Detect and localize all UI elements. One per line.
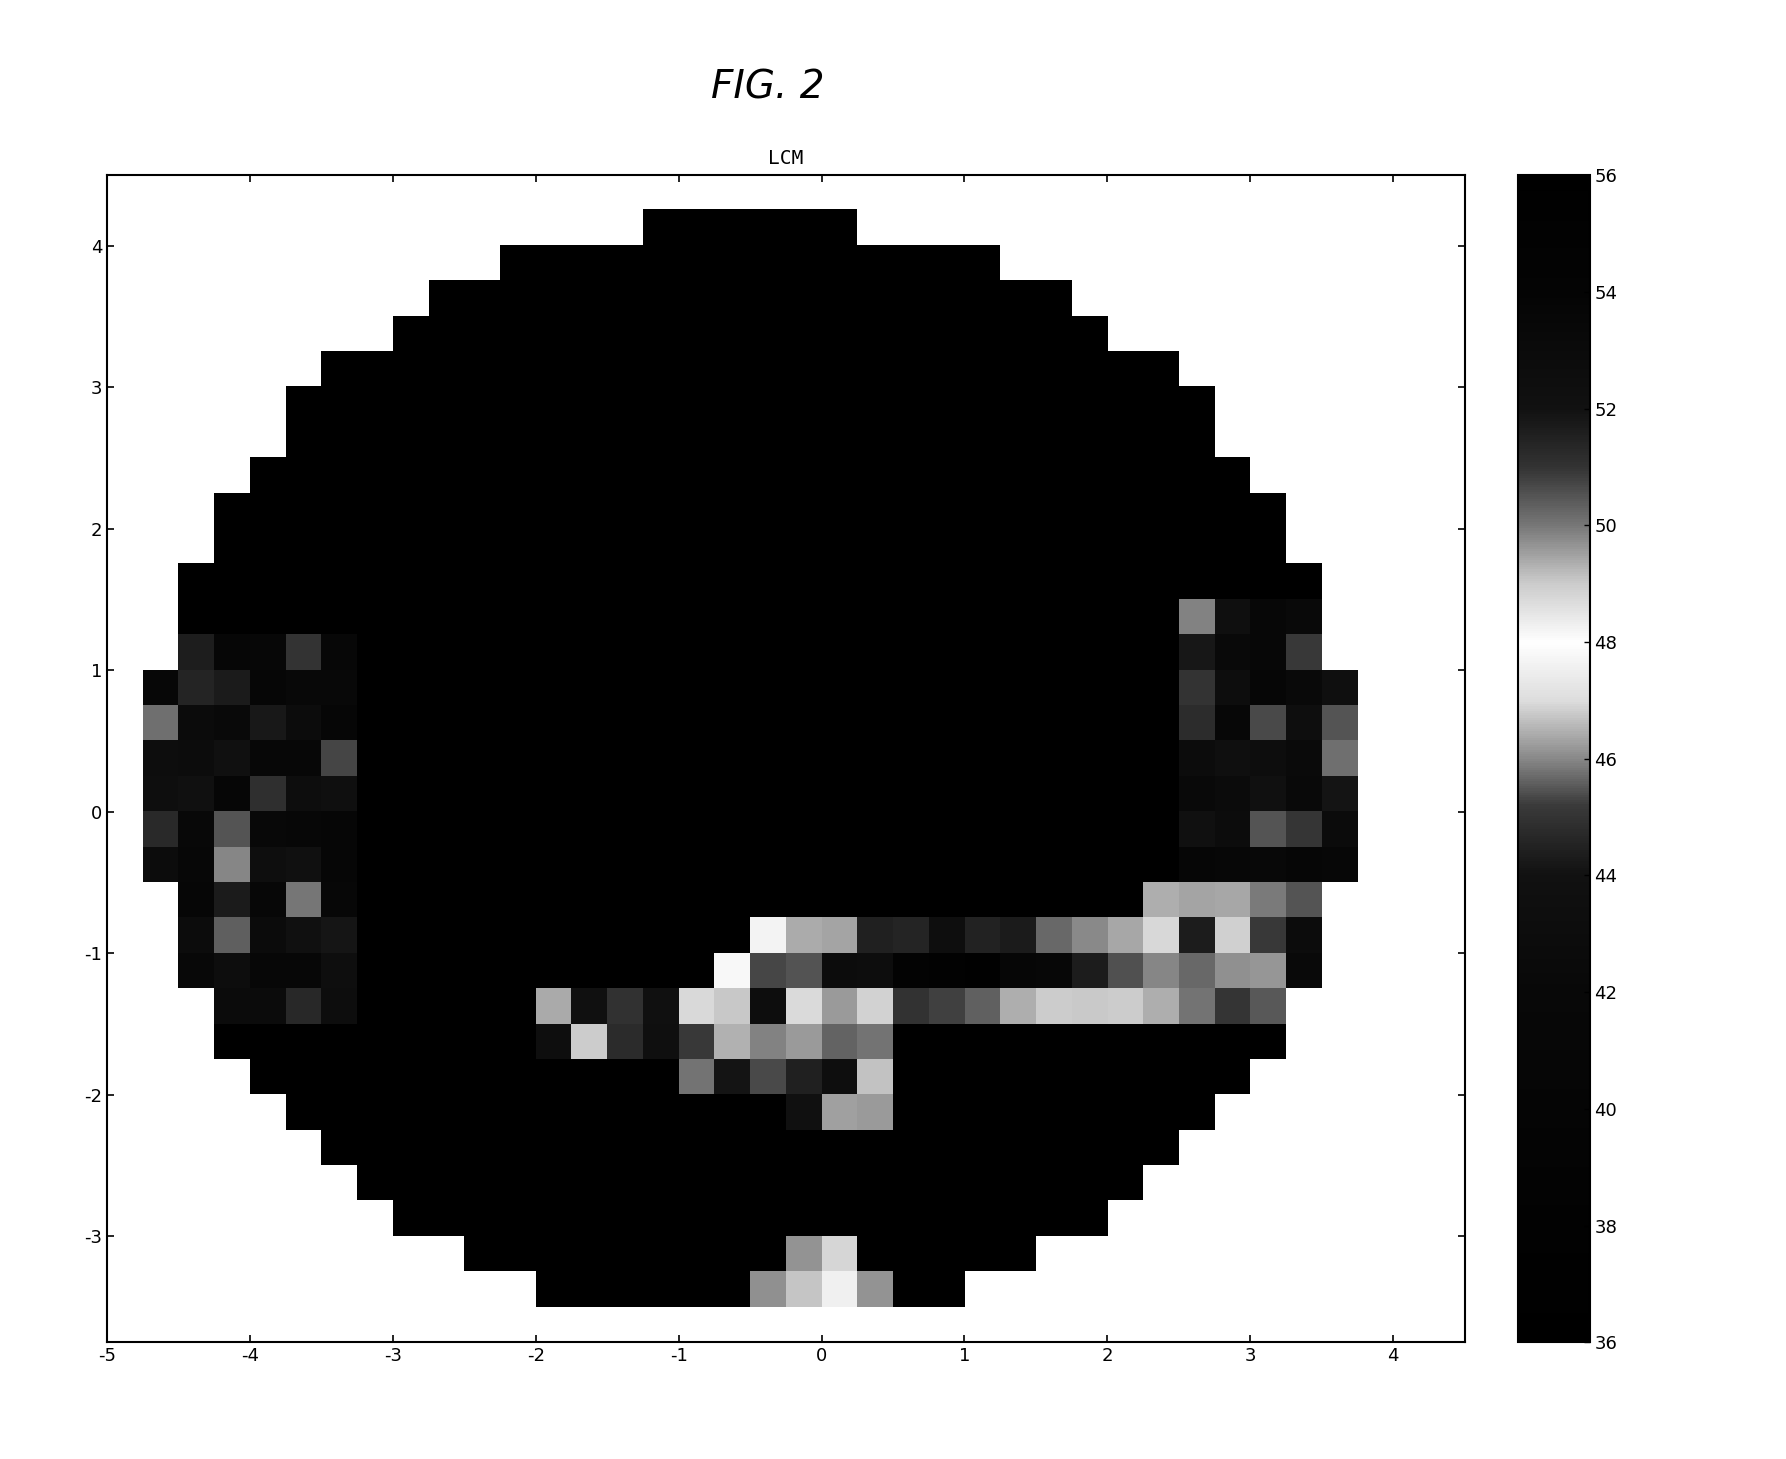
Text: FIG. 2: FIG. 2 (711, 69, 825, 107)
Title: LCM: LCM (768, 149, 804, 168)
